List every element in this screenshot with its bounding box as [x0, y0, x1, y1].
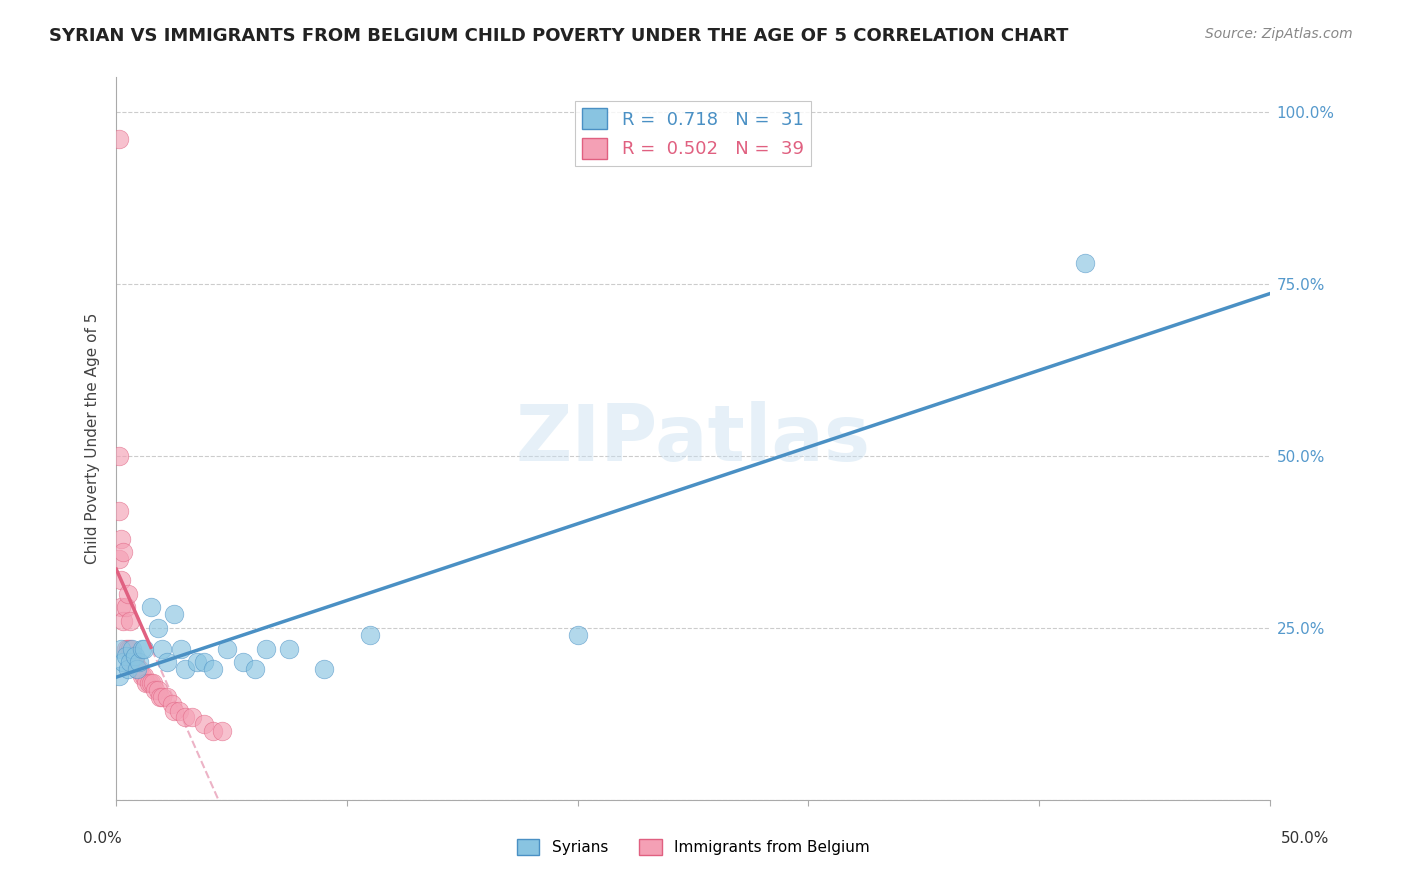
Point: [278, 641, 301, 656]
Point: [359, 628, 381, 642]
Point: [132, 669, 155, 683]
Point: [156, 690, 179, 704]
Point: [139, 676, 162, 690]
Point: [312, 662, 335, 676]
Point: [114, 648, 136, 663]
Point: [112, 545, 135, 559]
Point: [254, 641, 277, 656]
Point: [117, 662, 139, 676]
Text: Source: ZipAtlas.com: Source: ZipAtlas.com: [1205, 27, 1353, 41]
Point: [163, 704, 186, 718]
Point: [193, 656, 215, 670]
Point: [160, 697, 183, 711]
Point: [163, 607, 186, 622]
Y-axis label: Child Poverty Under the Age of 5: Child Poverty Under the Age of 5: [86, 313, 100, 565]
Point: [120, 641, 142, 656]
Point: [107, 132, 129, 146]
Point: [120, 614, 142, 628]
Point: [128, 662, 150, 676]
Point: [139, 600, 162, 615]
Point: [193, 717, 215, 731]
Point: [232, 656, 254, 670]
Point: [135, 676, 157, 690]
Point: [211, 724, 233, 739]
Point: [181, 710, 204, 724]
Point: [156, 656, 179, 670]
Point: [146, 621, 169, 635]
Point: [170, 641, 193, 656]
Point: [149, 690, 172, 704]
Point: [131, 641, 153, 656]
Point: [107, 669, 129, 683]
Point: [243, 662, 266, 676]
Point: [146, 683, 169, 698]
Legend: R =  0.718   N =  31, R =  0.502   N =  39: R = 0.718 N = 31, R = 0.502 N = 39: [575, 101, 811, 166]
Point: [124, 656, 146, 670]
Point: [110, 600, 132, 615]
Point: [112, 656, 135, 670]
Point: [114, 600, 136, 615]
Text: ZIPatlas: ZIPatlas: [516, 401, 870, 476]
Text: 50.0%: 50.0%: [1281, 831, 1329, 846]
Point: [1074, 256, 1097, 270]
Point: [567, 628, 589, 642]
Point: [128, 656, 150, 670]
Point: [121, 648, 143, 663]
Point: [142, 676, 165, 690]
Text: 0.0%: 0.0%: [83, 831, 122, 846]
Point: [152, 690, 174, 704]
Text: SYRIAN VS IMMIGRANTS FROM BELGIUM CHILD POVERTY UNDER THE AGE OF 5 CORRELATION C: SYRIAN VS IMMIGRANTS FROM BELGIUM CHILD …: [49, 27, 1069, 45]
Point: [110, 641, 132, 656]
Point: [167, 704, 190, 718]
Point: [124, 648, 146, 663]
Point: [107, 449, 129, 463]
Point: [120, 656, 142, 670]
Point: [117, 641, 139, 656]
Point: [125, 662, 148, 676]
Point: [138, 676, 160, 690]
Point: [110, 532, 132, 546]
Point: [110, 573, 132, 587]
Point: [174, 710, 197, 724]
Point: [121, 641, 143, 656]
Point: [202, 724, 225, 739]
Point: [121, 656, 143, 670]
Point: [107, 552, 129, 566]
Point: [114, 641, 136, 656]
Point: [215, 641, 238, 656]
Point: [117, 586, 139, 600]
Point: [145, 683, 167, 698]
Point: [131, 669, 153, 683]
Point: [202, 662, 225, 676]
Point: [107, 504, 129, 518]
Point: [125, 662, 148, 676]
Point: [174, 662, 197, 676]
Point: [132, 641, 155, 656]
Point: [112, 614, 135, 628]
Point: [186, 656, 208, 670]
Point: [152, 641, 174, 656]
